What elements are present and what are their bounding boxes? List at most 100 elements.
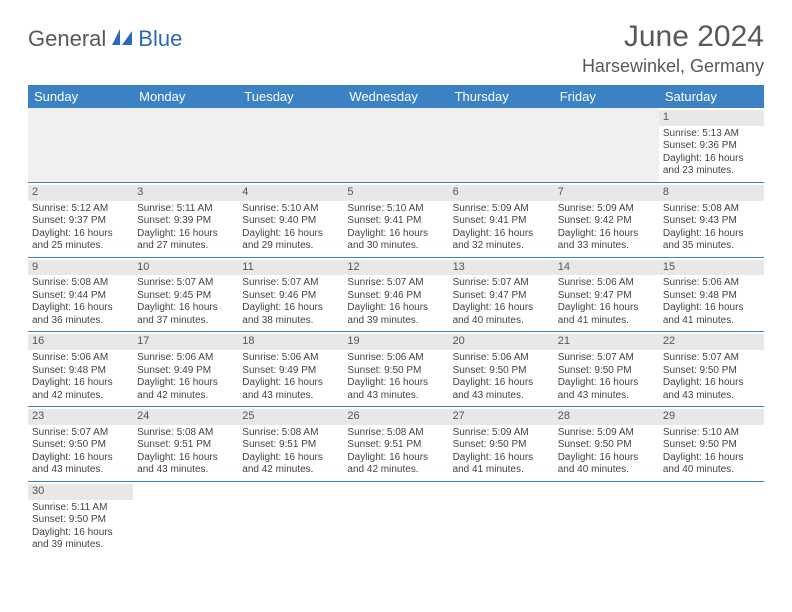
day-detail-line: Daylight: 16 hours — [453, 377, 550, 390]
calendar-cell: 1Sunrise: 5:13 AMSunset: 9:36 PMDaylight… — [659, 108, 764, 182]
day-detail-line: Sunrise: 5:07 AM — [32, 427, 129, 440]
day-number: 8 — [659, 185, 764, 201]
calendar-cell: 10Sunrise: 5:07 AMSunset: 9:45 PMDayligh… — [133, 257, 238, 332]
day-number: 6 — [449, 185, 554, 201]
day-detail-line: and 33 minutes. — [558, 240, 655, 253]
day-detail-line: Sunset: 9:40 PM — [242, 215, 339, 228]
day-detail-line: Daylight: 16 hours — [347, 377, 444, 390]
weekday-header: Wednesday — [343, 85, 448, 108]
day-detail-line: Daylight: 16 hours — [32, 377, 129, 390]
calendar-cell: 13Sunrise: 5:07 AMSunset: 9:47 PMDayligh… — [449, 257, 554, 332]
day-detail-line: Daylight: 16 hours — [242, 452, 339, 465]
day-detail-line: Daylight: 16 hours — [347, 452, 444, 465]
day-detail-line: and 41 minutes. — [453, 464, 550, 477]
day-detail-line: Sunset: 9:48 PM — [663, 290, 760, 303]
day-detail-line: Sunrise: 5:06 AM — [453, 352, 550, 365]
calendar-cell: 21 Sunrise: 5:07 AMSunset: 9:50 PMDayligh… — [554, 332, 659, 407]
day-detail-line: Daylight: 16 hours — [347, 302, 444, 315]
day-detail-line: Sunset: 9:41 PM — [453, 215, 550, 228]
calendar-cell-empty — [659, 481, 764, 555]
location: Harsewinkel, Germany — [582, 56, 764, 77]
day-detail-line: Sunset: 9:50 PM — [558, 439, 655, 452]
calendar-cell: 29Sunrise: 5:10 AMSunset: 9:50 PMDayligh… — [659, 407, 764, 482]
day-detail-line: Sunrise: 5:09 AM — [558, 427, 655, 440]
day-detail-line: Sunrise: 5:12 AM — [32, 203, 129, 216]
day-number: 23 — [28, 409, 133, 425]
day-number: 5 — [343, 185, 448, 201]
day-detail-line: Sunset: 9:41 PM — [347, 215, 444, 228]
day-detail-line: Sunset: 9:50 PM — [663, 439, 760, 452]
day-detail-line: and 40 minutes. — [558, 464, 655, 477]
day-detail-line: Sunset: 9:44 PM — [32, 290, 129, 303]
day-detail-line: Sunrise: 5:09 AM — [453, 203, 550, 216]
day-detail-line: Sunset: 9:37 PM — [32, 215, 129, 228]
day-number: 2 — [28, 185, 133, 201]
day-detail-line: and 25 minutes. — [32, 240, 129, 253]
day-detail-line: Sunset: 9:51 PM — [347, 439, 444, 452]
calendar-cell: 12Sunrise: 5:07 AMSunset: 9:46 PMDayligh… — [343, 257, 448, 332]
calendar-cell: 3Sunrise: 5:11 AMSunset: 9:39 PMDaylight… — [133, 182, 238, 257]
day-detail-line: Sunrise: 5:13 AM — [663, 128, 760, 141]
day-detail-line: Daylight: 16 hours — [453, 228, 550, 241]
day-detail-line: Sunset: 9:49 PM — [242, 365, 339, 378]
day-detail-line: Sunrise: 5:11 AM — [32, 502, 129, 515]
calendar-cell: 20Sunrise: 5:06 AMSunset: 9:50 PMDayligh… — [449, 332, 554, 407]
day-detail-line: Sunset: 9:48 PM — [32, 365, 129, 378]
day-detail-line: Sunset: 9:39 PM — [137, 215, 234, 228]
day-detail-line: Sunset: 9:51 PM — [242, 439, 339, 452]
day-detail-line: Sunrise: 5:09 AM — [453, 427, 550, 440]
day-detail-line: and 43 minutes. — [558, 390, 655, 403]
calendar-cell: 4Sunrise: 5:10 AMSunset: 9:40 PMDaylight… — [238, 182, 343, 257]
day-detail-line: Sunrise: 5:08 AM — [242, 427, 339, 440]
calendar-cell-empty — [343, 481, 448, 555]
calendar-cell: 5Sunrise: 5:10 AMSunset: 9:41 PMDaylight… — [343, 182, 448, 257]
day-detail-line: and 35 minutes. — [663, 240, 760, 253]
day-number: 11 — [238, 260, 343, 276]
calendar-cell-empty — [449, 481, 554, 555]
day-detail-line: Sunrise: 5:08 AM — [347, 427, 444, 440]
day-detail-line: and 43 minutes. — [453, 390, 550, 403]
weekday-header: Tuesday — [238, 85, 343, 108]
day-detail-line: Sunrise: 5:06 AM — [32, 352, 129, 365]
day-detail-line: and 37 minutes. — [137, 315, 234, 328]
day-detail-line: Sunset: 9:50 PM — [558, 365, 655, 378]
day-detail-line: Sunrise: 5:06 AM — [347, 352, 444, 365]
day-number: 7 — [554, 185, 659, 201]
day-detail-line: Sunrise: 5:10 AM — [663, 427, 760, 440]
day-detail-line: Sunset: 9:45 PM — [137, 290, 234, 303]
day-number: 9 — [28, 260, 133, 276]
day-detail-line: Sunset: 9:46 PM — [242, 290, 339, 303]
day-number: 18 — [238, 334, 343, 350]
calendar-cell: 9Sunrise: 5:08 AMSunset: 9:44 PMDaylight… — [28, 257, 133, 332]
calendar-body: 1Sunrise: 5:13 AMSunset: 9:36 PMDaylight… — [28, 108, 764, 556]
day-detail-line: and 43 minutes. — [663, 390, 760, 403]
day-detail-line: Daylight: 16 hours — [558, 377, 655, 390]
logo-text-general: General — [28, 26, 106, 52]
calendar-cell-empty — [554, 481, 659, 555]
calendar-cell: 16Sunrise: 5:06 AMSunset: 9:48 PMDayligh… — [28, 332, 133, 407]
day-detail-line: and 27 minutes. — [137, 240, 234, 253]
day-detail-line: and 40 minutes. — [453, 315, 550, 328]
title-block: June 2024 Harsewinkel, Germany — [582, 20, 764, 77]
day-detail-line: Sunrise: 5:06 AM — [558, 277, 655, 290]
calendar-cell: 22Sunrise: 5:07 AMSunset: 9:50 PMDayligh… — [659, 332, 764, 407]
calendar-cell-empty — [133, 481, 238, 555]
day-detail-line: Sunrise: 5:10 AM — [347, 203, 444, 216]
day-detail-line: Sunrise: 5:08 AM — [32, 277, 129, 290]
day-detail-line: Sunrise: 5:07 AM — [347, 277, 444, 290]
day-detail-line: Daylight: 16 hours — [558, 452, 655, 465]
day-detail-line: and 38 minutes. — [242, 315, 339, 328]
day-detail-line: Daylight: 16 hours — [242, 377, 339, 390]
calendar-cell: 30Sunrise: 5:11 AMSunset: 9:50 PMDayligh… — [28, 481, 133, 555]
day-detail-line: Sunset: 9:50 PM — [453, 439, 550, 452]
day-detail-line: Sunset: 9:36 PM — [663, 140, 760, 153]
day-detail-line: Sunrise: 5:07 AM — [558, 352, 655, 365]
weekday-header: Saturday — [659, 85, 764, 108]
day-number: 21 — [554, 334, 659, 350]
day-detail-line: Daylight: 16 hours — [558, 228, 655, 241]
day-detail-line: and 42 minutes. — [347, 464, 444, 477]
calendar-cell: 11Sunrise: 5:07 AMSunset: 9:46 PMDayligh… — [238, 257, 343, 332]
calendar-cell: 15Sunrise: 5:06 AMSunset: 9:48 PMDayligh… — [659, 257, 764, 332]
day-number: 13 — [449, 260, 554, 276]
day-number: 3 — [133, 185, 238, 201]
